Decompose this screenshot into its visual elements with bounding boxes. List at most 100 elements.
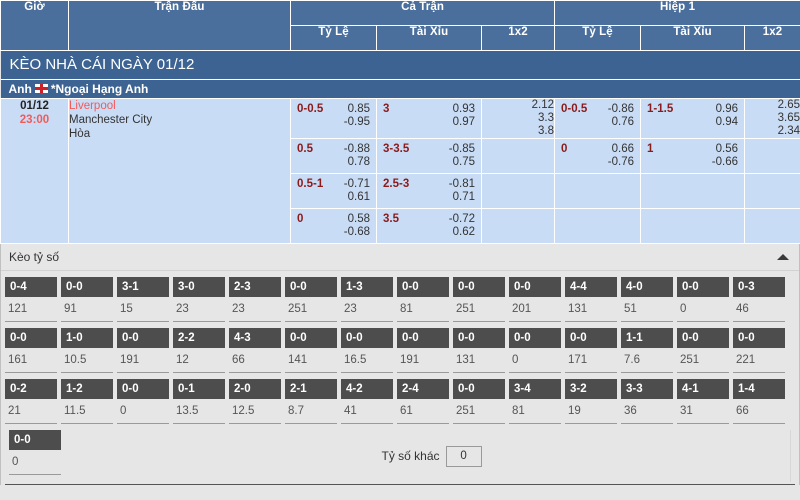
league-country: Anh <box>8 82 32 96</box>
score-tile[interactable]: 0-0 81 <box>397 277 449 322</box>
col-group-first-half: Hiệp 1 <box>554 0 800 26</box>
score-tile[interactable]: 0-0 201 <box>509 277 561 322</box>
score-tile[interactable]: 1-4 66 <box>733 379 785 424</box>
score-tile[interactable]: 0-0 251 <box>453 379 505 424</box>
league-bar[interactable]: Anh *Ngoại Hạng Anh <box>0 79 800 98</box>
col-header-time[interactable]: Giờ <box>0 0 69 51</box>
half-ratio-cell[interactable]: 0 0.66 -0.76 <box>554 138 642 174</box>
score-tile[interactable]: 2-1 8.7 <box>285 379 337 424</box>
score-tile[interactable]: 1-0 10.5 <box>61 328 113 373</box>
full-ratio-cell[interactable]: 0.5 -0.88 0.78 <box>290 138 377 174</box>
score-tile-score: 0-0 <box>509 328 561 348</box>
half-1x2-cell[interactable]: 2.65 3.65 2.34 <box>744 98 800 139</box>
full-overunder-cell[interactable]: 2.5-3 -0.81 0.71 <box>376 173 482 209</box>
other-score-value[interactable]: 0 <box>445 445 482 467</box>
score-tile-odd: 23 <box>176 303 189 315</box>
full-overunder-cell[interactable]: 3 0.93 0.97 <box>376 98 482 139</box>
score-tile[interactable]: 3-4 81 <box>509 379 561 424</box>
half-ratio-cell[interactable] <box>554 208 642 244</box>
full-ratio-cell[interactable]: 0-0.5 0.85 -0.95 <box>290 98 377 139</box>
score-tile-score: 0-0 <box>61 277 113 297</box>
score-odds-header[interactable]: Kèo tỷ số <box>1 244 799 271</box>
score-tile-odd: 191 <box>400 354 420 366</box>
full-1x2-cell[interactable]: 2.12 3.3 3.8 <box>480 98 556 139</box>
score-tile-score: 0-0 <box>733 328 785 348</box>
half-overunder-cell[interactable] <box>640 208 746 244</box>
score-tile-odd: 0 <box>120 405 127 417</box>
full-1x2-cell[interactable] <box>480 208 556 244</box>
score-tile-odd: 0 <box>12 456 19 468</box>
score-tile[interactable]: 0-0 251 <box>677 328 729 373</box>
score-tile[interactable]: 4-1 31 <box>677 379 729 424</box>
score-tile[interactable]: 3-2 19 <box>565 379 617 424</box>
score-tile[interactable]: 0-0 141 <box>285 328 337 373</box>
col-header-full-1x2[interactable]: 1x2 <box>480 25 556 51</box>
score-tile[interactable]: 0-4 121 <box>5 277 57 322</box>
col-header-match[interactable]: Trận Đấu <box>68 0 291 51</box>
score-tile[interactable]: 3-3 36 <box>621 379 673 424</box>
odd-value: 0.58 <box>347 213 370 225</box>
full-ratio-cell[interactable]: 0 0.58 -0.68 <box>290 208 377 244</box>
half-ratio-cell[interactable]: 0-0.5 -0.86 0.76 <box>554 98 642 139</box>
odd-value-2: 0.76 <box>611 116 635 128</box>
half-overunder-cell[interactable]: 1-1.5 0.96 0.94 <box>640 98 746 139</box>
full-overunder-cell[interactable]: 3.5 -0.72 0.62 <box>376 208 482 244</box>
score-tile[interactable]: 3-0 23 <box>173 277 225 322</box>
half-1x2-cell[interactable] <box>744 138 800 174</box>
score-tile[interactable]: 0-0 16.5 <box>341 328 393 373</box>
score-tile[interactable]: 4-2 41 <box>341 379 393 424</box>
col-header-half-overunder[interactable]: Tài Xỉu <box>640 25 746 51</box>
score-tile[interactable]: 0-0 191 <box>117 328 169 373</box>
full-1x2-cell[interactable] <box>480 173 556 209</box>
score-tile[interactable]: 0-0 0 <box>117 379 169 424</box>
score-tile[interactable]: 1-1 7.6 <box>621 328 673 373</box>
half-overunder-cell[interactable]: 1 0.56 -0.66 <box>640 138 746 174</box>
col-header-half-ratio[interactable]: Tỷ Lệ <box>554 25 642 51</box>
score-tile[interactable]: 2-3 23 <box>229 277 281 322</box>
odd-1x2-home: 2.12 <box>531 99 555 111</box>
score-tile[interactable]: 0-0 171 <box>565 328 617 373</box>
score-tile[interactable]: 1-2 11.5 <box>61 379 113 424</box>
score-tile[interactable]: 2-0 12.5 <box>229 379 281 424</box>
half-1x2-cell[interactable] <box>744 173 800 209</box>
score-tile[interactable]: 4-4 131 <box>565 277 617 322</box>
score-tile[interactable]: 2-2 12 <box>173 328 225 373</box>
col-header-full-overunder[interactable]: Tài Xỉu <box>376 25 482 51</box>
score-tile[interactable]: 0-0 131 <box>453 328 505 373</box>
score-tile[interactable]: 4-0 51 <box>621 277 673 322</box>
full-ratio-cell[interactable]: 0.5-1 -0.71 0.61 <box>290 173 377 209</box>
score-tile[interactable]: 0-0 0 <box>677 277 729 322</box>
score-tile[interactable]: 0-1 13.5 <box>173 379 225 424</box>
score-tile[interactable]: 3-1 15 <box>117 277 169 322</box>
team-away[interactable]: Manchester City <box>69 114 153 126</box>
score-tile-odd: 81 <box>400 303 413 315</box>
score-tile-score: 0-0 <box>117 328 169 348</box>
half-ratio-cell[interactable] <box>554 173 642 209</box>
full-overunder-cell[interactable]: 3-3.5 -0.85 0.75 <box>376 138 482 174</box>
score-tile[interactable]: 0-0 221 <box>733 328 785 373</box>
score-tile[interactable]: 1-3 23 <box>341 277 393 322</box>
score-tile[interactable]: 0-0 0 <box>9 430 61 475</box>
odd-value: 0.56 <box>715 143 739 155</box>
score-tile[interactable]: 4-3 66 <box>229 328 281 373</box>
score-tile[interactable]: 0-0 191 <box>397 328 449 373</box>
score-tile-odd: 19 <box>568 405 581 417</box>
col-header-half-1x2[interactable]: 1x2 <box>744 25 800 51</box>
score-tile[interactable]: 0-3 46 <box>733 277 785 322</box>
col-header-full-ratio[interactable]: Tỷ Lệ <box>290 25 377 51</box>
full-1x2-cell[interactable] <box>480 138 556 174</box>
score-tile[interactable]: 0-2 21 <box>5 379 57 424</box>
score-tile[interactable]: 0-0 0 <box>509 328 561 373</box>
team-draw[interactable]: Hòa <box>69 128 91 140</box>
score-tile[interactable]: 0-0 91 <box>61 277 113 322</box>
score-tile[interactable]: 0-0 161 <box>5 328 57 373</box>
score-tile-odd: 66 <box>736 405 749 417</box>
team-home[interactable]: Liverpool <box>69 100 116 112</box>
score-tile[interactable]: 0-0 251 <box>285 277 337 322</box>
match-kickoff: 23:00 <box>19 114 50 126</box>
score-tile[interactable]: 2-4 61 <box>397 379 449 424</box>
half-1x2-cell[interactable] <box>744 208 800 244</box>
caret-up-icon[interactable] <box>777 254 789 260</box>
score-tile[interactable]: 0-0 251 <box>453 277 505 322</box>
half-overunder-cell[interactable] <box>640 173 746 209</box>
